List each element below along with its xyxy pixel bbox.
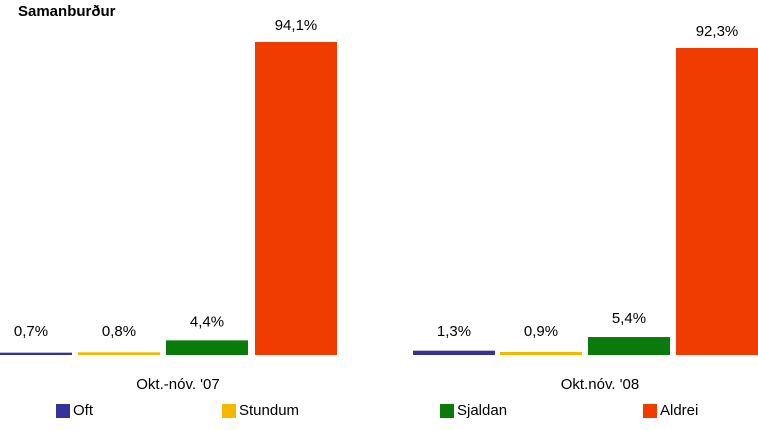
legend-swatch-sjaldan [440,403,454,418]
legend: Oft Stundum Sjaldan Aldrei [0,402,758,426]
legend-item-aldrei: Aldrei [643,402,698,419]
bars-layer [0,42,758,356]
legend-swatch-oft [56,403,70,418]
value-labels-layer: 0,7% 0,8% 4,4% 94,1% 1,3% 0,9% 5,4% 92,3% [14,17,738,340]
category-labels-layer: Okt.-nóv. '07 Okt.nóv. '08 [136,376,639,393]
value-label-stundum-0: 0,8% [102,323,136,340]
value-label-sjaldan-0: 4,4% [190,313,224,330]
bar-oft-1 [413,350,495,355]
chart-title: Samanburður [18,3,116,20]
legend-item-sjaldan: Sjaldan [440,402,507,419]
legend-label-oft: Oft [73,402,94,419]
chart-area: Samanburður 0,7% 0,8% 4,4% 94,1% 1,3% 0,9% 5,4… [0,3,758,393]
value-label-stundum-1: 0,9% [524,323,558,340]
legend-item-oft: Oft [56,402,93,419]
legend-swatch-stundum [222,403,236,418]
value-label-oft-0: 0,7% [14,323,48,340]
legend-item-stundum: Stundum [222,402,299,419]
legend-label-sjaldan: Sjaldan [457,402,508,419]
bar-aldrei-0 [255,42,337,355]
bar-oft-0 [0,352,72,355]
bar-sjaldan-1 [588,337,670,355]
value-label-sjaldan-1: 5,4% [612,310,646,327]
bar-sjaldan-0 [166,340,248,355]
value-label-aldrei-0: 94,1% [275,17,318,34]
bar-stundum-1 [500,352,582,355]
value-label-oft-1: 1,3% [437,323,471,340]
value-label-aldrei-1: 92,3% [696,23,739,40]
category-label-1: Okt.nóv. '08 [561,376,639,393]
legend-swatch-aldrei [643,403,657,418]
bar-aldrei-1 [676,47,758,356]
bar-stundum-0 [78,352,160,355]
category-label-0: Okt.-nóv. '07 [136,376,219,393]
legend-label-stundum: Stundum [239,402,300,419]
legend-label-aldrei: Aldrei [660,402,699,419]
